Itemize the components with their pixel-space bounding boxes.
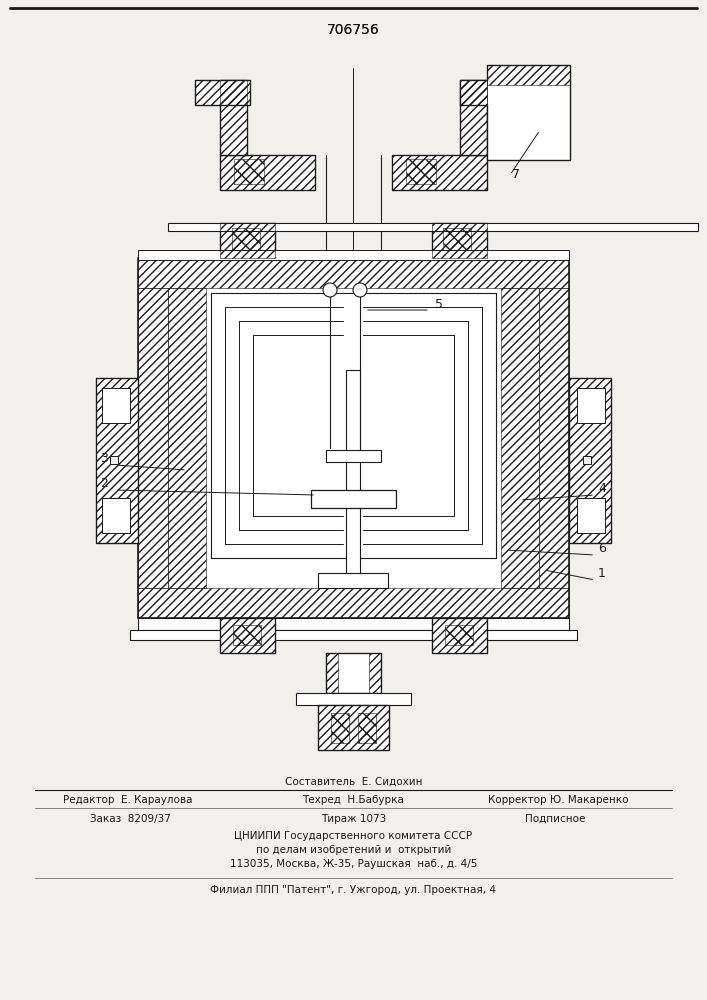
Bar (326, 653, 381, 693)
Bar (220, 80, 247, 155)
Bar (318, 705, 389, 750)
Bar (220, 223, 275, 258)
Text: Подписное: Подписное (525, 814, 585, 824)
Bar (195, 80, 250, 105)
Text: 2: 2 (100, 477, 108, 490)
Bar (569, 378, 611, 543)
Bar (102, 388, 130, 423)
Bar (233, 625, 261, 645)
Bar (220, 618, 275, 653)
Bar (460, 80, 487, 155)
Bar (138, 258, 569, 618)
Bar (569, 378, 611, 543)
Circle shape (323, 283, 337, 297)
Bar (432, 223, 487, 258)
Text: Тираж 1073: Тираж 1073 (321, 814, 386, 824)
Bar (311, 490, 396, 508)
Bar (369, 653, 381, 693)
Bar (392, 155, 487, 190)
Bar (358, 713, 376, 743)
Text: 113035, Москва, Ж-35, Раушская  наб., д. 4/5: 113035, Москва, Ж-35, Раушская наб., д. … (230, 859, 477, 869)
Bar (206, 288, 501, 588)
Bar (432, 223, 487, 258)
Bar (138, 588, 569, 618)
Polygon shape (460, 65, 570, 160)
Bar (460, 80, 487, 155)
Text: Филиал ППП "Патент", г. Ужгород, ул. Проектная, 4: Филиал ППП "Патент", г. Ужгород, ул. Про… (211, 885, 496, 895)
Text: Составитель  Е. Сидохин: Составитель Е. Сидохин (285, 777, 422, 787)
Text: 1: 1 (598, 567, 606, 580)
Bar (296, 693, 411, 705)
Bar (432, 618, 487, 653)
Bar (577, 388, 605, 423)
Text: ЦНИИПИ Государственного комитета СССР: ЦНИИПИ Государственного комитета СССР (235, 831, 472, 841)
Bar (220, 80, 247, 155)
Text: 706756: 706756 (327, 23, 380, 37)
Bar (220, 223, 275, 258)
Bar (346, 370, 360, 588)
Bar (539, 288, 569, 588)
Bar (443, 228, 471, 250)
Bar (96, 378, 138, 543)
Bar (96, 378, 138, 543)
Bar (138, 288, 168, 588)
Bar (318, 705, 389, 750)
Text: 3: 3 (100, 452, 108, 465)
Text: Техред  Н.Бабурка: Техред Н.Бабурка (303, 795, 404, 805)
Bar (130, 630, 577, 640)
Bar (406, 159, 436, 184)
Bar (577, 498, 605, 533)
Bar (110, 456, 118, 464)
Bar (583, 456, 591, 464)
Bar (318, 573, 388, 588)
Bar (138, 618, 569, 630)
Bar (326, 653, 338, 693)
Text: 706756: 706756 (327, 23, 380, 37)
Bar (102, 498, 130, 533)
Bar (220, 155, 315, 190)
Bar (211, 293, 496, 558)
Bar (331, 713, 349, 743)
Bar (220, 618, 275, 653)
Text: 7: 7 (512, 168, 520, 181)
Text: 5: 5 (435, 298, 443, 311)
Bar (234, 159, 264, 184)
Bar (211, 293, 496, 558)
Bar (326, 450, 381, 462)
Bar (487, 65, 570, 85)
Bar (168, 288, 206, 588)
Bar (195, 80, 250, 105)
Bar (501, 288, 539, 588)
Circle shape (353, 283, 367, 297)
Bar (232, 228, 260, 250)
Text: Заказ  8209/37: Заказ 8209/37 (90, 814, 171, 824)
Bar (168, 223, 698, 231)
Text: Корректор Ю. Макаренко: Корректор Ю. Макаренко (489, 795, 629, 805)
Text: Редактор  Е. Караулова: Редактор Е. Караулова (62, 795, 192, 805)
Bar (138, 250, 569, 260)
Bar (392, 155, 487, 190)
Text: по делам изобретений и  открытий: по делам изобретений и открытий (256, 845, 451, 855)
Bar (460, 80, 487, 105)
Bar (445, 625, 473, 645)
Text: 4: 4 (598, 482, 606, 495)
Bar (138, 258, 569, 288)
Bar (220, 155, 315, 190)
Text: 6: 6 (598, 542, 606, 555)
Bar (432, 618, 487, 653)
